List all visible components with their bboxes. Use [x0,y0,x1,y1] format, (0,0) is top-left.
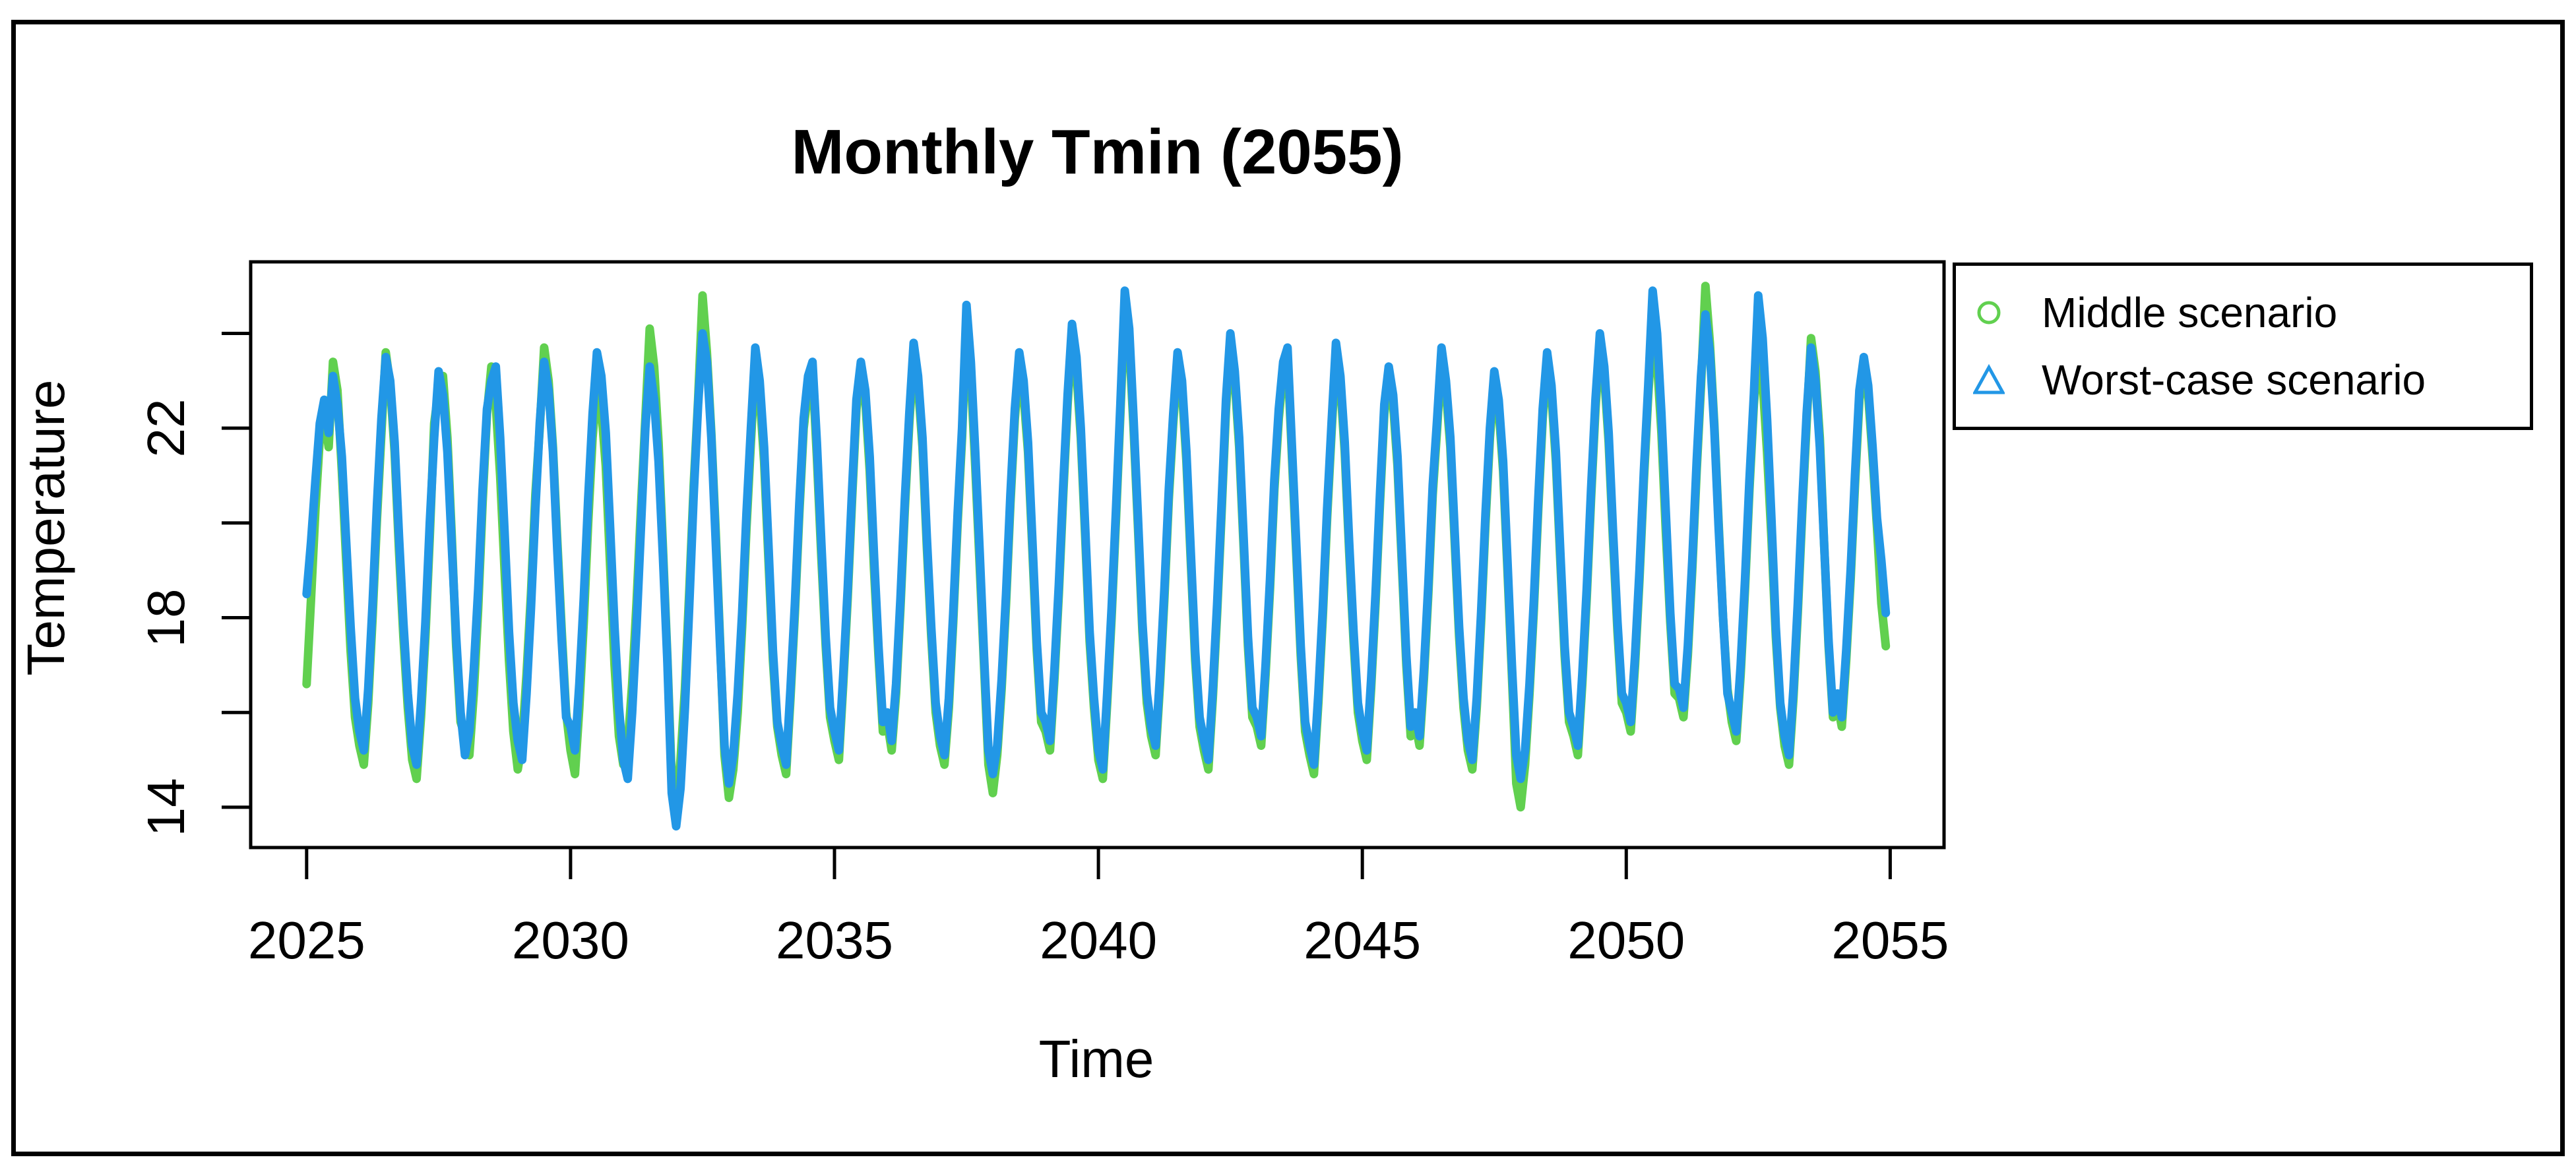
x-tick-label: 2055 [1831,911,1949,970]
x-axis-title: Time [1038,1030,1154,1088]
circle-marker-icon [1977,301,2001,325]
series-line-worst-case-scenario [302,286,1891,831]
x-tick-label: 2025 [247,911,365,970]
x-tick-label: 2035 [776,911,893,970]
x-tick-label: 2050 [1567,911,1685,970]
x-tick-label: 2045 [1304,911,1422,970]
y-tick-label: 14 [137,778,195,837]
y-axis-title: Temperature [16,379,75,676]
x-tick-label: 2040 [1040,911,1158,970]
x-tick-label: 2030 [511,911,629,970]
legend-label-worst-case-scenario: Worst-case scenario [2042,356,2426,404]
figure-border [11,20,2565,1156]
legend-item-middle-scenario: Middle scenario [1973,288,2530,337]
chart-title: Monthly Tmin (2055) [791,117,1404,187]
y-tick-label: 22 [137,398,195,458]
legend: Middle scenario Worst-case scenario [1953,263,2533,430]
y-tick-label: 18 [137,588,195,648]
legend-label-middle-scenario: Middle scenario [2042,289,2338,336]
triangle-marker-icon [1973,364,2005,394]
legend-item-worst-case-scenario: Worst-case scenario [1973,356,2530,404]
